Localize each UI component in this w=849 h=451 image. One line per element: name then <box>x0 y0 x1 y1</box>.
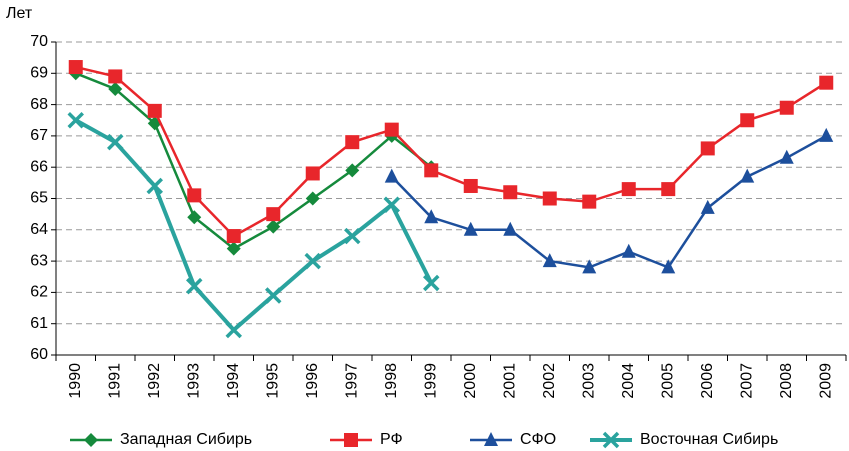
data-point <box>67 112 84 129</box>
y-tick-label: 61 <box>30 315 48 332</box>
data-point <box>187 188 202 203</box>
series-line <box>390 134 827 269</box>
series-line <box>75 72 433 251</box>
data-point <box>503 221 518 236</box>
data-point <box>147 103 162 118</box>
x-tick-label: 1996 <box>304 363 321 399</box>
x-tick-label: 1990 <box>67 363 84 399</box>
x-tick-label: 2008 <box>778 363 795 399</box>
y-tick-label: 65 <box>30 190 48 207</box>
data-point <box>621 243 636 258</box>
legend-label: СФО <box>520 431 556 448</box>
y-tick-label: 63 <box>30 252 48 269</box>
x-tick-label: 1991 <box>106 363 123 399</box>
x-tick-label: 2007 <box>738 363 755 399</box>
data-point <box>542 253 557 268</box>
data-point <box>226 229 241 244</box>
data-point <box>424 209 439 224</box>
data-point <box>226 241 241 256</box>
data-point <box>779 149 794 164</box>
data-point <box>305 191 320 206</box>
data-point <box>265 287 282 304</box>
data-point <box>225 321 242 339</box>
legend-label: Восточная Сибирь <box>640 431 778 448</box>
x-tick-label: 1998 <box>383 363 400 399</box>
data-point <box>344 227 361 245</box>
data-point <box>68 60 83 75</box>
data-point <box>700 199 715 214</box>
x-tick-label: 2006 <box>699 363 716 399</box>
legend-marker <box>84 433 98 447</box>
legend-label: Западная Сибирь <box>120 431 252 448</box>
data-point <box>305 166 320 181</box>
data-point <box>384 122 399 137</box>
data-point <box>503 185 518 200</box>
data-point <box>582 194 597 209</box>
data-point <box>186 277 203 295</box>
x-tick-label: 2009 <box>817 363 834 399</box>
y-tick-label: 62 <box>30 284 48 301</box>
legend-marker <box>602 431 620 449</box>
x-tick-label: 1999 <box>422 363 439 399</box>
x-tick-label: 2001 <box>501 363 518 399</box>
y-tick-label: 68 <box>30 96 48 113</box>
data-point <box>463 221 478 236</box>
data-point <box>424 163 439 178</box>
x-tick-label: 1997 <box>343 363 360 399</box>
data-point <box>108 81 123 96</box>
data-point <box>779 100 794 115</box>
data-point <box>187 210 202 225</box>
data-point <box>304 252 321 270</box>
y-tick-label: 60 <box>30 346 48 363</box>
data-point <box>819 75 834 90</box>
data-point <box>582 259 597 274</box>
y-tick-label: 70 <box>30 33 48 50</box>
legend-marker <box>344 433 358 447</box>
x-tick-label: 1993 <box>185 363 202 399</box>
data-point <box>266 219 281 234</box>
series-line <box>74 118 434 333</box>
data-point <box>107 133 124 151</box>
x-tick-label: 2004 <box>620 363 637 399</box>
legend-marker <box>484 432 498 446</box>
data-point <box>621 182 636 197</box>
data-point <box>661 259 676 274</box>
x-tick-label: 2005 <box>659 363 676 399</box>
y-tick-label: 67 <box>30 127 48 144</box>
x-tick-label: 1992 <box>146 363 163 399</box>
y-axis-label: Лет <box>6 5 33 22</box>
data-point <box>108 69 123 84</box>
data-point <box>740 113 755 128</box>
data-point <box>542 191 557 206</box>
x-tick-label: 1994 <box>225 363 242 399</box>
data-point <box>740 168 755 183</box>
legend-label: РФ <box>380 431 403 448</box>
data-point <box>700 141 715 156</box>
data-point <box>345 163 360 178</box>
data-point <box>383 196 400 213</box>
y-tick-label: 64 <box>30 221 48 238</box>
y-tick-label: 69 <box>30 65 48 82</box>
data-point <box>423 274 440 292</box>
x-tick-label: 2003 <box>580 363 597 399</box>
data-point <box>384 168 399 183</box>
data-point <box>345 135 360 150</box>
x-tick-label: 1995 <box>264 363 281 399</box>
data-point <box>266 207 281 222</box>
data-point <box>146 177 163 195</box>
data-point <box>463 178 478 193</box>
data-point <box>661 182 676 197</box>
data-point <box>819 127 834 142</box>
y-tick-label: 66 <box>30 158 48 175</box>
x-tick-label: 2000 <box>462 363 479 399</box>
x-tick-label: 2002 <box>541 363 558 399</box>
